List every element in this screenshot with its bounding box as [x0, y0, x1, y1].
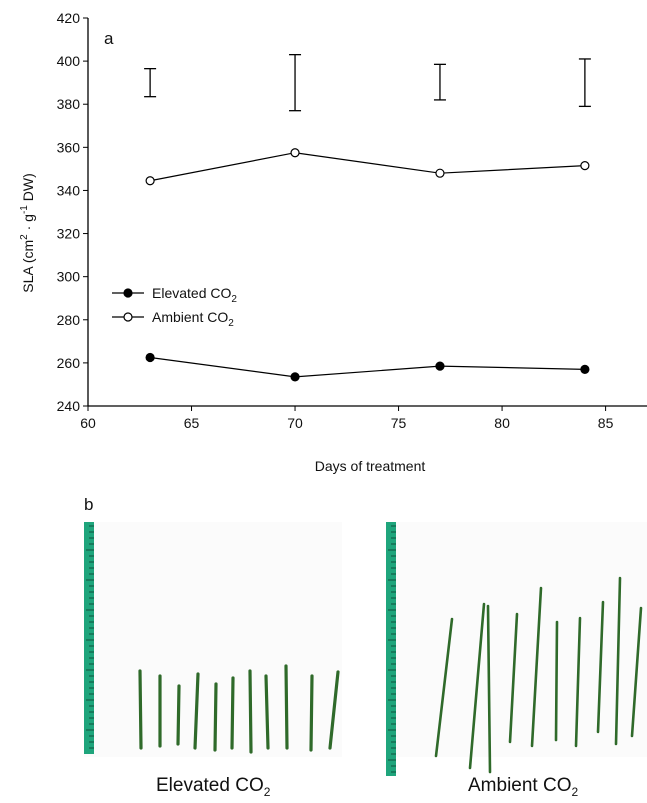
- caption-ambient-text: Ambient CO: [468, 775, 572, 796]
- error-bars: [144, 53, 591, 112]
- ambient-needles-photo: [386, 522, 647, 776]
- y-axis-label-sup2: -1: [19, 205, 30, 214]
- caption-elevated: Elevated CO2: [156, 775, 270, 799]
- ambient-needle-4: [530, 586, 543, 748]
- elevated-needle-6: [248, 669, 253, 754]
- y-axis-label-end: DW): [20, 173, 36, 205]
- elevated-needle-0: [138, 669, 143, 750]
- legend-label-text-0: Elevated CO: [152, 285, 231, 301]
- x-tick-label-85: 85: [598, 415, 614, 431]
- y-tick-label-320: 320: [57, 226, 81, 242]
- point-1-63: [145, 176, 155, 186]
- y-tick-label-300: 300: [57, 269, 81, 285]
- series-line-1: [149, 152, 585, 182]
- panel-label-a: a: [104, 29, 114, 48]
- panel-b-photo: b Elevated CO2 Ambient CO2: [0, 486, 647, 803]
- legend-label-sub-0: 2: [231, 294, 237, 305]
- legend-marker-1: [123, 312, 133, 322]
- legend-label-1: Ambient CO2: [152, 309, 234, 329]
- y-tick-label-380: 380: [57, 96, 81, 112]
- photo-left-background: [84, 522, 342, 757]
- x-tick-label-65: 65: [184, 415, 200, 431]
- point-1-77: [435, 168, 445, 178]
- ambient-needle-6: [574, 616, 582, 748]
- ambient-needle-2: [486, 604, 492, 774]
- elevated-needle-8: [284, 664, 289, 750]
- point-0-77: [435, 361, 445, 371]
- x-tick-labels: 60 65 70 75 80 85: [80, 415, 613, 431]
- ambient-needle-0: [434, 617, 454, 758]
- x-tick-label-70: 70: [287, 415, 303, 431]
- ambient-needle-5: [554, 620, 559, 742]
- y-axis-label-sup1: 2: [19, 234, 30, 240]
- x-axis-label: Days of treatment: [315, 458, 426, 474]
- axes: [83, 17, 647, 411]
- elevated-needle-2: [176, 684, 181, 746]
- ambient-needle-7: [596, 600, 605, 734]
- legend-label-0: Elevated CO2: [152, 285, 237, 305]
- legend-marker-0: [123, 288, 133, 298]
- caption-elevated-sub: 2: [263, 784, 271, 799]
- y-tick-label-240: 240: [57, 398, 81, 414]
- series-line-0: [150, 356, 585, 378]
- ambient-needle-3: [508, 612, 519, 744]
- elevated-needle-7: [264, 674, 270, 750]
- x-tick-label-60: 60: [80, 415, 96, 431]
- series-lines: [145, 148, 590, 382]
- elevated-needle-5: [230, 676, 235, 750]
- elevated-needle-4: [213, 682, 218, 752]
- y-tick-label-360: 360: [57, 139, 81, 155]
- caption-ambient-sub: 2: [571, 784, 579, 799]
- y-tick-label-400: 400: [57, 53, 81, 69]
- x-tick-label-80: 80: [494, 415, 510, 431]
- y-tick-labels: 240 260 280 300 320 340 360 380 400 420: [57, 10, 81, 414]
- panel-label-b: b: [84, 495, 93, 514]
- ambient-needle-1: [468, 602, 486, 770]
- ambient-needle-8: [614, 576, 622, 746]
- needle-photo: b: [84, 495, 647, 776]
- elevated-needle-9: [309, 674, 314, 752]
- elevated-needle-10: [328, 670, 340, 750]
- point-0-84: [580, 364, 590, 374]
- y-tick-label-260: 260: [57, 355, 81, 371]
- y-axis-label-mid: · g: [20, 214, 36, 234]
- left-ruler: [84, 522, 94, 754]
- y-axis-label: SLA (cm2 · g-1 DW): [19, 173, 36, 293]
- y-tick-label-340: 340: [57, 182, 81, 198]
- point-0-70: [290, 372, 300, 382]
- point-0-63: [145, 352, 155, 363]
- x-tick-label-75: 75: [391, 415, 407, 431]
- legend-label-sub-1: 2: [228, 318, 234, 329]
- elevated-needles-photo: [84, 522, 342, 757]
- right-ruler: [386, 522, 396, 776]
- ambient-needle-9: [630, 606, 643, 738]
- y-axis-label-base: SLA (cm: [20, 240, 36, 293]
- caption-ambient: Ambient CO2: [468, 775, 578, 799]
- point-1-84: [580, 161, 590, 171]
- y-tick-label-420: 420: [57, 10, 81, 26]
- caption-elevated-text: Elevated CO: [156, 775, 264, 796]
- point-1-70: [290, 148, 300, 158]
- sla-line-chart: a 60 65 70 75 80 85 240 260 280 300 320 340 360 380 4…: [19, 10, 647, 474]
- y-tick-label-280: 280: [57, 312, 81, 328]
- legend-label-text-1: Ambient CO: [152, 309, 228, 325]
- elevated-needle-3: [193, 672, 200, 750]
